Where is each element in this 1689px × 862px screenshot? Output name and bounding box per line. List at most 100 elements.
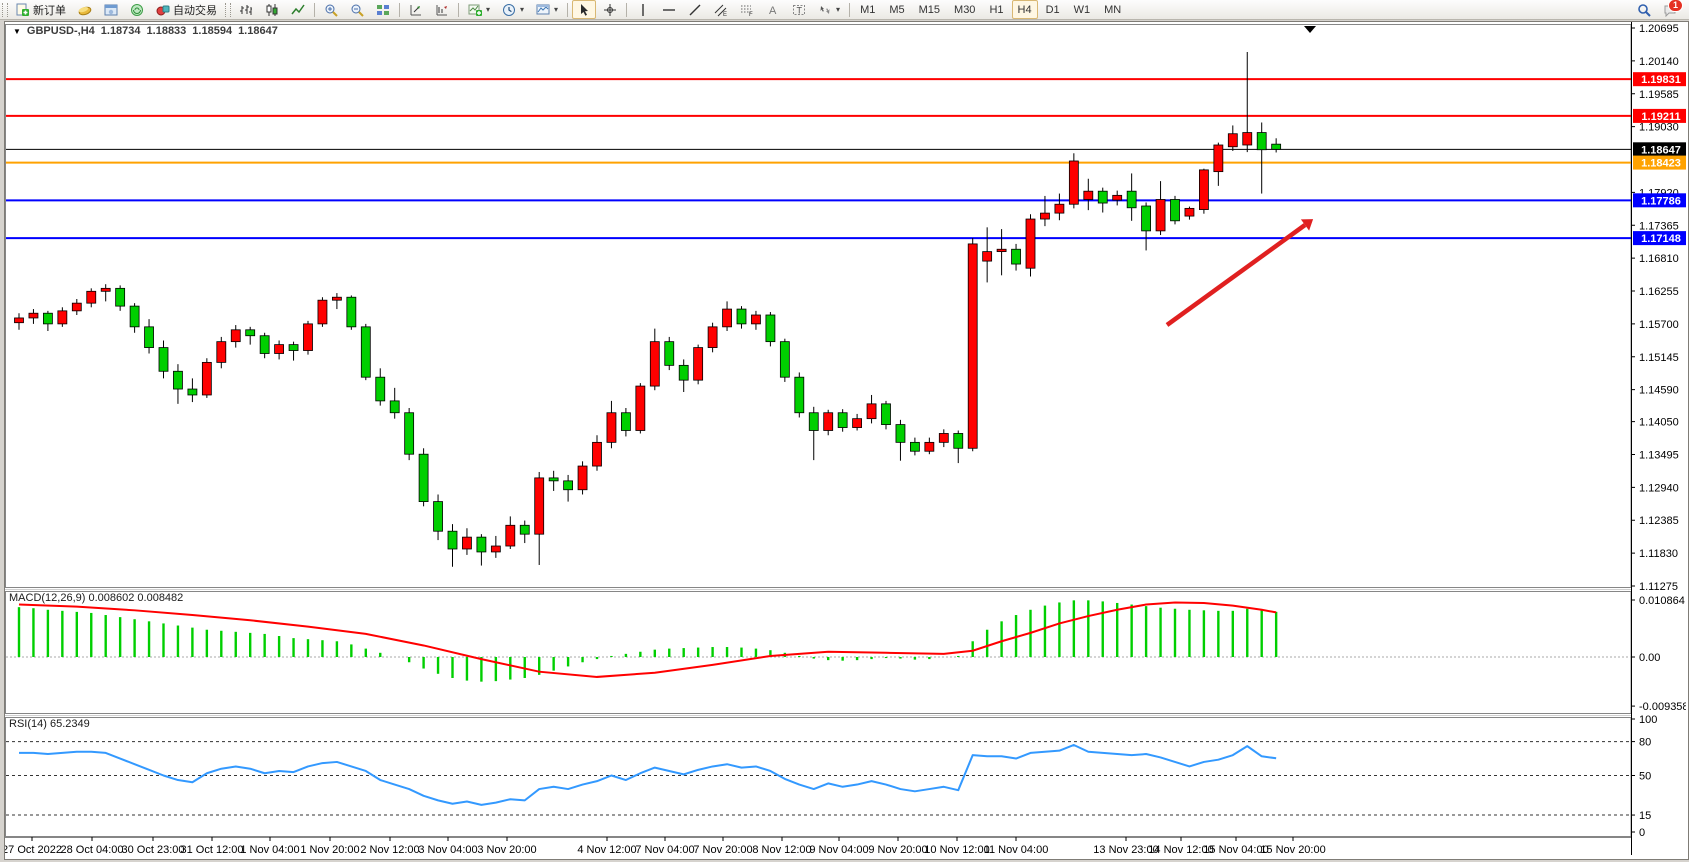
cursor-tool-button[interactable] xyxy=(572,0,597,19)
arrows-tool-button[interactable]: ▾ xyxy=(813,0,845,19)
horizontal-line-tool-button[interactable] xyxy=(657,0,681,19)
candle xyxy=(751,314,761,325)
candle xyxy=(678,364,689,381)
ohlc-open: 1.18734 xyxy=(100,25,141,37)
price-tick-label: 1.15700 xyxy=(1639,319,1679,331)
timeframe-button-m5[interactable]: M5 xyxy=(889,3,905,16)
price-tick-label: 1.16255 xyxy=(1639,286,1679,298)
signals-button[interactable] xyxy=(125,0,149,19)
price-tick-label: 1.11275 xyxy=(1639,581,1678,593)
macd-tick-label: -0.009358 xyxy=(1639,701,1686,713)
candle xyxy=(895,424,906,443)
candle xyxy=(1184,207,1195,217)
candle xyxy=(1068,160,1079,205)
timeframe-button-m1[interactable]: M1 xyxy=(860,3,876,16)
candle xyxy=(1011,248,1021,265)
text-tool-button[interactable]: A xyxy=(761,0,785,19)
periods-button[interactable]: ▾ xyxy=(497,0,529,19)
market-watch-button[interactable] xyxy=(99,0,123,19)
chart-shift-icon xyxy=(435,3,449,17)
line-chart-mode-button[interactable] xyxy=(286,0,310,19)
timeframe-button-h1[interactable]: H1 xyxy=(989,3,1004,16)
templates-button[interactable]: ▾ xyxy=(531,0,563,19)
equidistant-channel-tool-button[interactable]: E xyxy=(709,0,733,19)
auto-scroll-button[interactable] xyxy=(404,0,428,19)
line-chart-icon xyxy=(291,3,305,17)
svg-text:E: E xyxy=(723,12,727,17)
timeframe-button-h4[interactable]: H4 xyxy=(1011,0,1038,19)
timeframe-button-mn[interactable]: MN xyxy=(1104,3,1122,16)
quotes-button[interactable] xyxy=(73,0,97,19)
vertical-line-tool-button[interactable] xyxy=(631,0,655,19)
timeframe-button-w1[interactable]: W1 xyxy=(1073,3,1091,16)
time-tick-label: 13 Nov 23:00 xyxy=(1093,844,1158,856)
chart-canvas[interactable]: 1.206951.201401.195851.190301.179201.173… xyxy=(2,22,1689,857)
rsi-line xyxy=(19,743,1277,806)
zoom-in-button[interactable] xyxy=(319,0,343,19)
candle xyxy=(43,312,53,325)
search-icon xyxy=(1637,3,1651,17)
indicators-button[interactable]: ▾ xyxy=(463,0,495,19)
chart-shift-button[interactable] xyxy=(430,0,454,19)
candle xyxy=(201,361,212,396)
notifications-button[interactable]: 1 xyxy=(1658,0,1683,19)
candle xyxy=(375,376,386,402)
candle xyxy=(722,308,732,328)
trend-arrow-head xyxy=(1300,219,1314,231)
candle xyxy=(433,501,443,532)
toolbar-grip[interactable] xyxy=(2,2,8,17)
search-button[interactable] xyxy=(1632,0,1656,19)
horizontal-line-icon xyxy=(662,3,676,17)
time-tick-label: 9 Nov 04:00 xyxy=(809,844,868,856)
tile-windows-button[interactable] xyxy=(371,0,395,19)
candle xyxy=(1170,199,1180,222)
collapse-triangle-icon[interactable]: ▼ xyxy=(13,26,21,36)
timeframe-button-d1[interactable]: D1 xyxy=(1045,3,1060,16)
text-icon: A xyxy=(766,3,780,17)
time-tick-label: 4 Nov 12:00 xyxy=(577,844,636,856)
candle xyxy=(303,323,313,351)
candle xyxy=(476,536,487,553)
zoom-out-button[interactable] xyxy=(345,0,369,19)
trend-arrow-shaft[interactable] xyxy=(1165,223,1307,327)
price-tick-label: 1.20695 xyxy=(1639,23,1679,35)
timeframe-button-m15[interactable]: M15 xyxy=(918,3,941,16)
candle xyxy=(664,341,675,366)
trendline-tool-button[interactable] xyxy=(683,0,707,19)
new-order-button[interactable]: 新订单 xyxy=(11,0,71,19)
candle xyxy=(1155,199,1166,232)
text-label-tool-button[interactable]: T xyxy=(787,0,811,19)
candle xyxy=(1256,132,1267,151)
autotrading-button[interactable]: 自动交易 xyxy=(151,0,222,19)
fibonacci-tool-button[interactable]: F xyxy=(735,0,759,19)
toolbar-grip[interactable] xyxy=(225,2,231,17)
candle xyxy=(1141,205,1151,232)
price-tick-label: 1.12385 xyxy=(1639,515,1679,527)
macd-signal-line xyxy=(18,601,1277,678)
ohlc-low: 1.18594 xyxy=(192,25,233,37)
time-tick-label: 8 Nov 12:00 xyxy=(752,844,811,856)
candle xyxy=(144,326,154,348)
candle xyxy=(1083,190,1094,200)
candle xyxy=(938,433,949,443)
rsi-tick-label: 50 xyxy=(1639,771,1651,783)
crosshair-tool-button[interactable] xyxy=(598,0,622,19)
time-tick-label: 7 Nov 04:00 xyxy=(635,844,694,856)
candle xyxy=(794,376,805,414)
text-label-icon: T xyxy=(792,3,806,17)
bar-chart-mode-button[interactable] xyxy=(234,0,258,19)
price-tick-label: 1.12940 xyxy=(1639,482,1679,494)
candle xyxy=(331,296,342,301)
chart-shift-marker[interactable] xyxy=(1304,26,1316,33)
candle xyxy=(852,418,862,428)
time-tick-label: 1 Nov 20:00 xyxy=(300,844,359,856)
price-level-badge xyxy=(1633,72,1689,87)
chart-window[interactable]: ▼ GBPUSD-,H4 1.18734 1.18833 1.18594 1.1… xyxy=(2,21,1689,860)
candle xyxy=(592,441,602,467)
candle xyxy=(346,296,357,328)
candle xyxy=(404,412,415,455)
time-tick-label: 28 Oct 04:00 xyxy=(61,844,124,856)
candle xyxy=(1097,190,1108,204)
timeframe-button-m30[interactable]: M30 xyxy=(954,3,976,16)
candlestick-mode-button[interactable] xyxy=(260,0,284,19)
